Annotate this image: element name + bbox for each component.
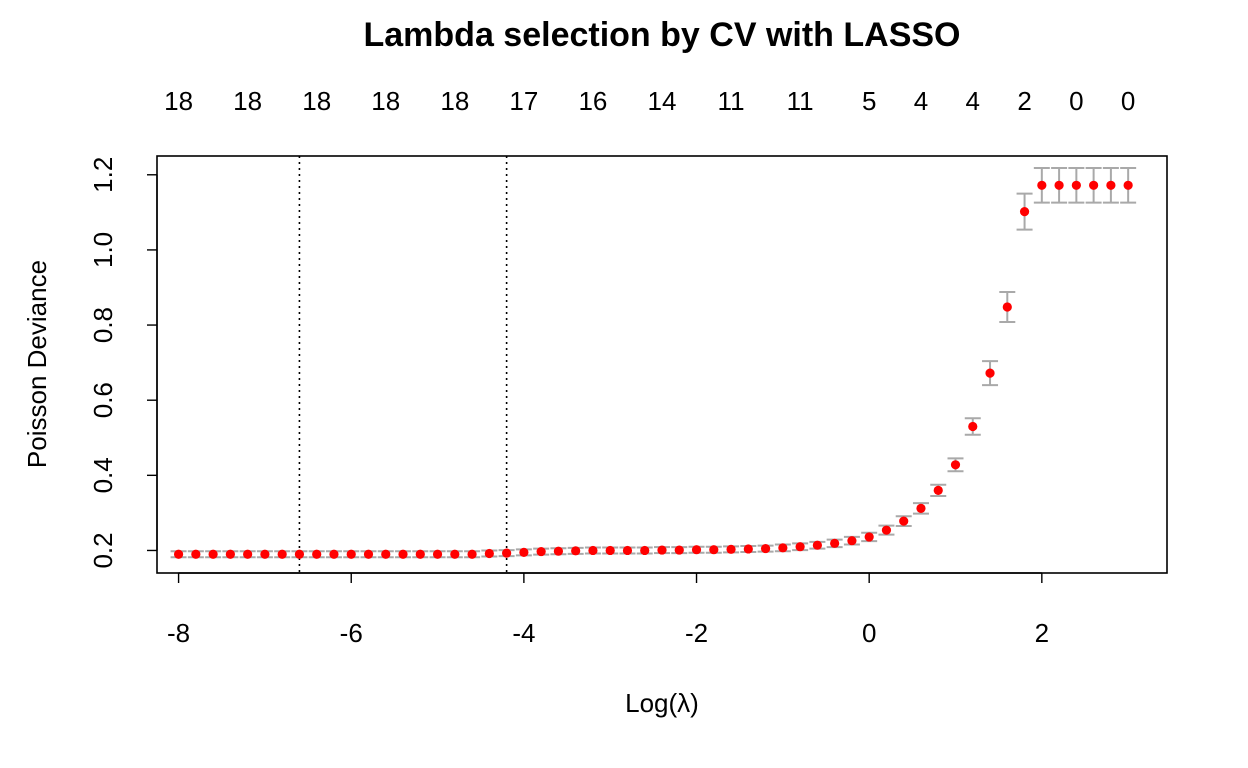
chart-title: Lambda selection by CV with LASSO xyxy=(364,16,961,54)
data-point xyxy=(277,549,287,559)
data-point xyxy=(968,421,978,432)
x-tick-label: -8 xyxy=(167,618,190,648)
data-point xyxy=(312,549,322,559)
data-points xyxy=(173,180,1133,559)
data-point xyxy=(502,548,512,558)
data-point xyxy=(830,538,840,548)
data-point xyxy=(243,549,253,559)
y-tick-label: 1.2 xyxy=(88,157,118,193)
top-axis-label: 11 xyxy=(787,86,814,116)
top-axis-label: 5 xyxy=(862,86,876,116)
data-point xyxy=(467,549,477,559)
top-axis-label: 18 xyxy=(440,86,469,116)
x-tick-label: 0 xyxy=(862,618,876,648)
x-tick-label: -4 xyxy=(512,618,535,648)
top-axis-label: 17 xyxy=(509,86,538,116)
data-point xyxy=(1106,180,1116,190)
data-point xyxy=(173,549,184,559)
data-point xyxy=(760,543,771,554)
x-tick-label: -6 xyxy=(340,618,363,648)
x-axis-label: Log(λ) xyxy=(625,688,699,718)
data-point xyxy=(916,503,926,513)
data-point xyxy=(657,545,667,555)
top-axis-label: 11 xyxy=(718,86,745,116)
data-point xyxy=(622,545,633,556)
error-bars xyxy=(170,167,1137,559)
data-point xyxy=(709,545,719,555)
data-point xyxy=(899,516,909,526)
top-axis-label: 14 xyxy=(648,86,677,116)
data-point xyxy=(847,536,857,546)
data-point xyxy=(1002,302,1012,312)
data-point xyxy=(329,549,339,559)
top-axis-label: 16 xyxy=(578,86,607,116)
data-point xyxy=(1037,180,1047,190)
data-point xyxy=(691,545,702,555)
data-point xyxy=(260,549,270,559)
top-axis-nonzero-counts: 18 18 18 18 18 17 16 14 11 11 5 4 4 2 0 0 xyxy=(164,86,1135,116)
data-point xyxy=(381,549,391,559)
top-axis-label: 18 xyxy=(371,86,400,116)
y-tick-label: 0.4 xyxy=(88,457,118,493)
top-axis-label: 0 xyxy=(1121,86,1135,116)
data-point xyxy=(519,547,529,557)
data-point xyxy=(985,368,995,378)
data-point xyxy=(726,544,736,554)
top-axis-label: 2 xyxy=(1017,86,1031,116)
data-point xyxy=(1089,180,1099,190)
data-point xyxy=(225,549,235,559)
top-axis-label: 18 xyxy=(233,86,262,116)
top-axis-label: 18 xyxy=(164,86,193,116)
data-point xyxy=(363,549,374,559)
data-point xyxy=(398,549,408,559)
top-axis-label: 18 xyxy=(302,86,331,116)
y-tick-label: 1.0 xyxy=(88,232,118,268)
data-point xyxy=(950,460,961,470)
data-point xyxy=(588,545,598,556)
data-point xyxy=(450,549,460,559)
x-tick-label: -2 xyxy=(685,618,708,648)
top-axis-label: 0 xyxy=(1069,86,1083,116)
data-point xyxy=(812,540,822,550)
data-point xyxy=(484,548,494,559)
data-point xyxy=(605,545,615,556)
selected-lambda-lines xyxy=(298,156,508,573)
x-tick-label: 2 xyxy=(1035,618,1049,648)
y-axis: 0.2 0.4 0.6 0.8 1.0 1.2 xyxy=(88,157,158,569)
data-point xyxy=(1054,180,1064,190)
y-tick-label: 0.8 xyxy=(88,307,118,343)
data-point xyxy=(778,543,788,553)
data-point xyxy=(208,549,218,559)
data-point xyxy=(640,545,650,556)
data-point xyxy=(864,532,874,542)
data-point xyxy=(415,549,425,559)
data-point xyxy=(795,542,805,552)
data-point xyxy=(191,549,201,559)
data-point xyxy=(571,546,581,556)
top-axis-label: 4 xyxy=(914,86,928,116)
data-point xyxy=(1019,207,1030,217)
data-point xyxy=(553,546,564,556)
data-point xyxy=(346,549,356,559)
top-axis-label: 4 xyxy=(966,86,980,116)
data-point xyxy=(432,549,443,559)
data-point xyxy=(743,544,753,554)
y-tick-label: 0.2 xyxy=(88,532,118,568)
data-point xyxy=(674,545,684,555)
data-point xyxy=(881,525,892,535)
data-point xyxy=(1071,180,1081,190)
plot-frame xyxy=(156,155,1168,574)
x-axis: -8 -6 -4 -2 0 2 xyxy=(167,572,1049,648)
data-point xyxy=(933,485,943,495)
data-point xyxy=(536,546,546,557)
y-tick-label: 0.6 xyxy=(88,382,118,418)
data-point xyxy=(1123,180,1133,190)
y-axis-label: Poisson Deviance xyxy=(22,260,52,468)
data-point xyxy=(294,549,305,559)
